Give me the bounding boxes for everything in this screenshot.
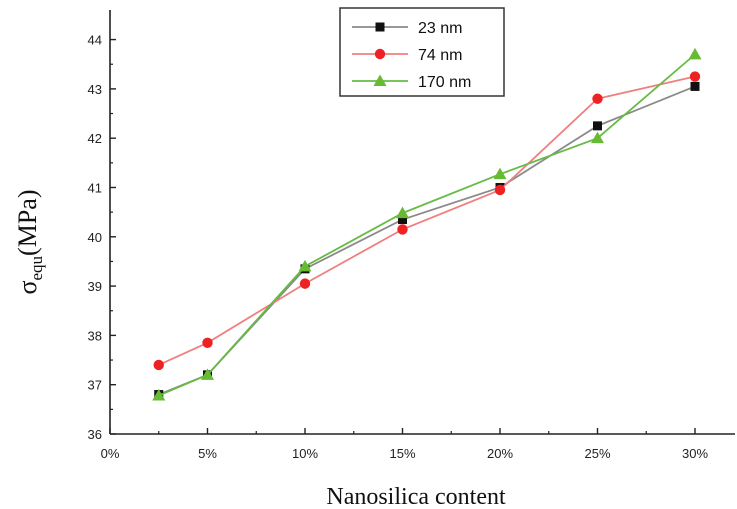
y-tick-label: 44 [88,33,102,48]
x-tick-label: 25% [584,446,610,461]
legend-marker-170-nm [373,74,387,86]
legend-item-170-nm: 170 nm [352,74,471,91]
x-tick-label: 20% [487,446,513,461]
series-line-23-nm [158,85,696,396]
legend-item-23-nm: 23 nm [352,20,462,37]
legend: 23 nm 74 nm 170 nm [339,7,505,97]
y-tick-label: 42 [88,131,102,146]
series-74-nm [153,71,701,371]
legend-marker-74-nm [374,48,386,60]
x-tick-label: 10% [292,446,318,461]
data-point-74-nm [494,184,506,196]
data-point-23-nm [690,81,700,91]
data-point-170-nm [688,47,702,60]
data-point-23-nm [398,215,407,225]
x-tick-label: 15% [389,446,415,461]
data-point-170-nm [201,368,214,380]
data-point-170-nm [396,206,409,219]
x-axis-title: Nanosilica content [326,484,506,509]
legend-marker-23-nm [375,22,385,32]
series-170-nm [152,47,702,401]
data-point-74-nm [299,278,311,289]
data-point-74-nm [689,71,701,82]
axes: 36 37 38 39 40 41 42 43 44 0% 5% 10% 15% 20% 25% 30% [88,10,735,461]
legend-item-74-nm: 74 nm [352,47,462,64]
series-23-nm [154,81,700,400]
data-point-170-nm [493,167,507,180]
y-tick-label: 38 [88,328,102,343]
y-axis-title: σequ(MPa) [13,190,46,295]
y-tick-label: 41 [88,180,102,195]
data-point-170-nm [591,131,604,144]
series-line-170-nm [158,53,696,397]
data-point-74-nm [397,224,408,235]
y-tick-label: 37 [88,378,102,393]
data-point-74-nm [202,337,213,348]
data-point-23-nm [593,121,602,131]
data-point-74-nm [592,93,603,104]
y-tick-label: 40 [88,230,102,245]
data-point-74-nm [153,359,164,371]
x-tick-label: 30% [682,446,708,461]
x-tick-label: 5% [198,446,217,461]
legend-label-74-nm: 74 nm [418,47,462,64]
y-tick-label: 39 [88,279,102,294]
legend-label-170-nm: 170 nm [418,74,471,91]
y-tick-label: 43 [88,82,102,97]
series-group [152,47,702,401]
data-point-170-nm [298,259,312,272]
x-tick-label: 0% [101,446,120,461]
y-tick-label: 36 [88,427,102,442]
legend-label-23-nm: 23 nm [418,20,462,37]
data-point-170-nm [152,389,166,401]
